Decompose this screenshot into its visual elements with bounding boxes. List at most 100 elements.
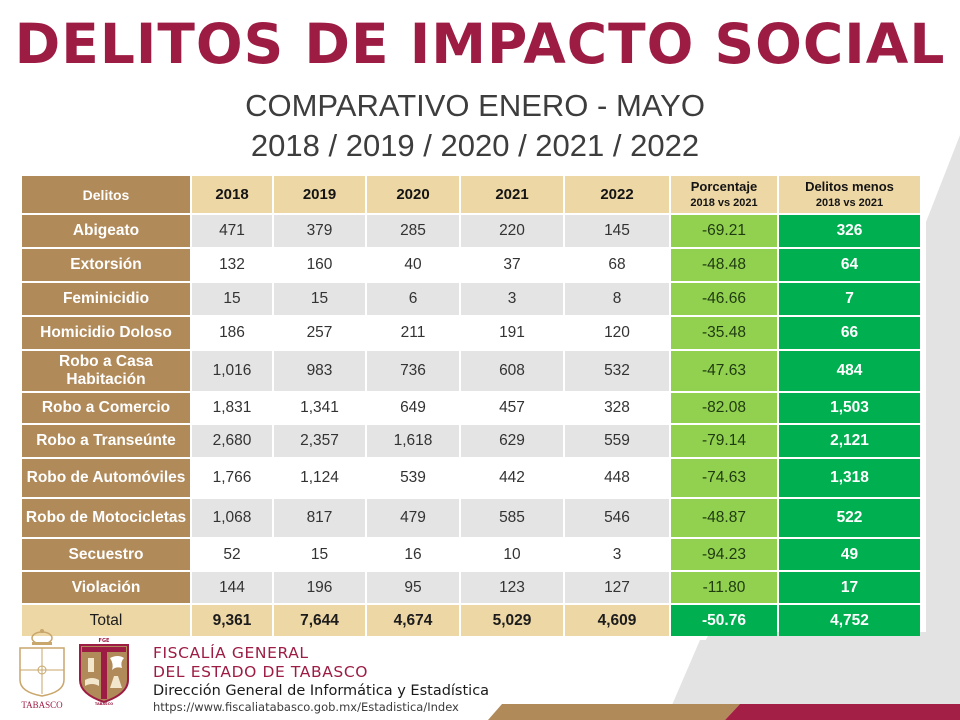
percentage-cell: -35.48 (671, 317, 777, 349)
table-row: Homicidio Doloso 186 257 211 191 120 -35.48 66 (22, 317, 920, 349)
year-value-cell: 15 (192, 283, 272, 315)
year-value-cell: 471 (192, 215, 272, 247)
header-diff-title: Delitos menos (805, 178, 894, 194)
difference-cell: 7 (779, 283, 920, 315)
year-value-cell: 52 (192, 539, 272, 570)
year-value-cell: 2,680 (192, 425, 272, 457)
crime-label: Extorsión (22, 249, 190, 281)
year-value-cell: 144 (192, 572, 272, 603)
year-value-cell: 817 (274, 499, 365, 537)
tan-footer-band (488, 704, 740, 720)
year-value-cell: 196 (274, 572, 365, 603)
year-value-cell: 539 (367, 459, 459, 497)
table-row: Abigeato 471 379 285 220 145 -69.21 326 (22, 215, 920, 247)
year-value-cell: 145 (565, 215, 669, 247)
year-value-cell: 15 (274, 539, 365, 570)
page-title: DELITOS DE IMPACTO SOCIAL (14, 12, 946, 76)
header-year: 2020 (367, 176, 459, 213)
difference-cell: 64 (779, 249, 920, 281)
percentage-cell: -79.14 (671, 425, 777, 457)
percentage-cell: -47.63 (671, 351, 777, 391)
table-row: Robo a Casa Habitación 1,016 983 736 608 532-… (22, 351, 920, 391)
year-value-cell: 6 (367, 283, 459, 315)
header-diff: Delitos menos 2018 vs 2021 (779, 176, 920, 213)
year-value-cell: 608 (461, 351, 563, 391)
percentage-cell: -74.63 (671, 459, 777, 497)
year-value-cell: 37 (461, 249, 563, 281)
year-value-cell: 585 (461, 499, 563, 537)
footer-url-link[interactable]: https://www.fiscaliatabasco.gob.mx/Estad… (153, 700, 459, 714)
year-value-cell: 457 (461, 393, 563, 423)
tabasco-logo-text: TABASCO (21, 700, 63, 710)
year-value-cell: 127 (565, 572, 669, 603)
year-value-cell: 160 (274, 249, 365, 281)
year-value-cell: 629 (461, 425, 563, 457)
total-percentage: -50.76 (671, 605, 777, 636)
difference-cell: 17 (779, 572, 920, 603)
total-year-value: 5,029 (461, 605, 563, 636)
year-value-cell: 95 (367, 572, 459, 603)
maroon-footer-band (725, 704, 960, 720)
year-value-cell: 191 (461, 317, 563, 349)
year-value-cell: 132 (192, 249, 272, 281)
footer-direction: Dirección General de Informática y Estad… (153, 683, 490, 699)
crime-comparison-table: Delitos 2018 2019 2020 2021 2022 Porcent… (20, 174, 922, 638)
header-year: 2018 (192, 176, 272, 213)
year-value-cell: 379 (274, 215, 365, 247)
difference-cell: 1,503 (779, 393, 920, 423)
year-value-cell: 15 (274, 283, 365, 315)
year-value-cell: 532 (565, 351, 669, 391)
difference-cell: 522 (779, 499, 920, 537)
percentage-cell: -48.48 (671, 249, 777, 281)
crime-label: Abigeato (22, 215, 190, 247)
year-value-cell: 736 (367, 351, 459, 391)
year-value-cell: 479 (367, 499, 459, 537)
grey-diagonal-shape-lower (672, 640, 960, 705)
year-value-cell: 649 (367, 393, 459, 423)
header-year: 2019 (274, 176, 365, 213)
year-value-cell: 448 (565, 459, 669, 497)
table-row: Secuestro 52 15 16 10 3 -94.23 49 (22, 539, 920, 570)
dove-icon (110, 656, 124, 670)
table-header-row: Delitos 2018 2019 2020 2021 2022 Porcent… (22, 176, 920, 213)
justice-icon (88, 658, 94, 672)
page-subtitle: COMPARATIVO ENERO - MAYO (245, 88, 705, 123)
year-value-cell: 1,124 (274, 459, 365, 497)
year-value-cell: 285 (367, 215, 459, 247)
year-value-cell: 1,068 (192, 499, 272, 537)
crime-label: Robo a Comercio (22, 393, 190, 423)
year-value-cell: 220 (461, 215, 563, 247)
year-value-cell: 186 (192, 317, 272, 349)
year-value-cell: 8 (565, 283, 669, 315)
table-row: Robo de Motocicletas 1,068 817 479 585 546 -48… (22, 499, 920, 537)
difference-cell: 1,318 (779, 459, 920, 497)
year-value-cell: 442 (461, 459, 563, 497)
year-value-cell: 1,341 (274, 393, 365, 423)
crime-label: Violación (22, 572, 190, 603)
total-year-value: 4,609 (565, 605, 669, 636)
footer-org-line2: DEL ESTADO DE TABASCO (153, 663, 369, 681)
year-value-cell: 328 (565, 393, 669, 423)
header-diff-sub: 2018 vs 2021 (815, 196, 884, 209)
table-row: Robo a Comercio 1,831 1,341 649 457 328 -82.08… (22, 393, 920, 423)
year-value-cell: 3 (565, 539, 669, 570)
table-row: Feminicidio 15 15 6 3 8 -46.66 7 (22, 283, 920, 315)
header-percentage-sub: 2018 vs 2021 (690, 196, 758, 209)
tabasco-state-logo: TABASCO (19, 629, 65, 710)
percentage-cell: -69.21 (671, 215, 777, 247)
year-value-cell: 2,357 (274, 425, 365, 457)
shield-icon (19, 647, 65, 697)
fge-logo: FGE TABASCO (79, 638, 129, 706)
difference-cell: 2,121 (779, 425, 920, 457)
year-value-cell: 10 (461, 539, 563, 570)
table-row: Extorsión 132 160 40 37 68 -48.48 64 (22, 249, 920, 281)
year-value-cell: 1,016 (192, 351, 272, 391)
fge-logo-bottom-text: TABASCO (95, 702, 113, 706)
header-delitos: Delitos (22, 176, 190, 213)
year-value-cell: 211 (367, 317, 459, 349)
total-year-value: 9,361 (192, 605, 272, 636)
percentage-cell: -94.23 (671, 539, 777, 570)
total-difference: 4,752 (779, 605, 920, 636)
table-total-row: Total 9,361 7,644 4,674 5,029 4,609 -50.76 4,75… (22, 605, 920, 636)
flask-icon (110, 676, 122, 688)
